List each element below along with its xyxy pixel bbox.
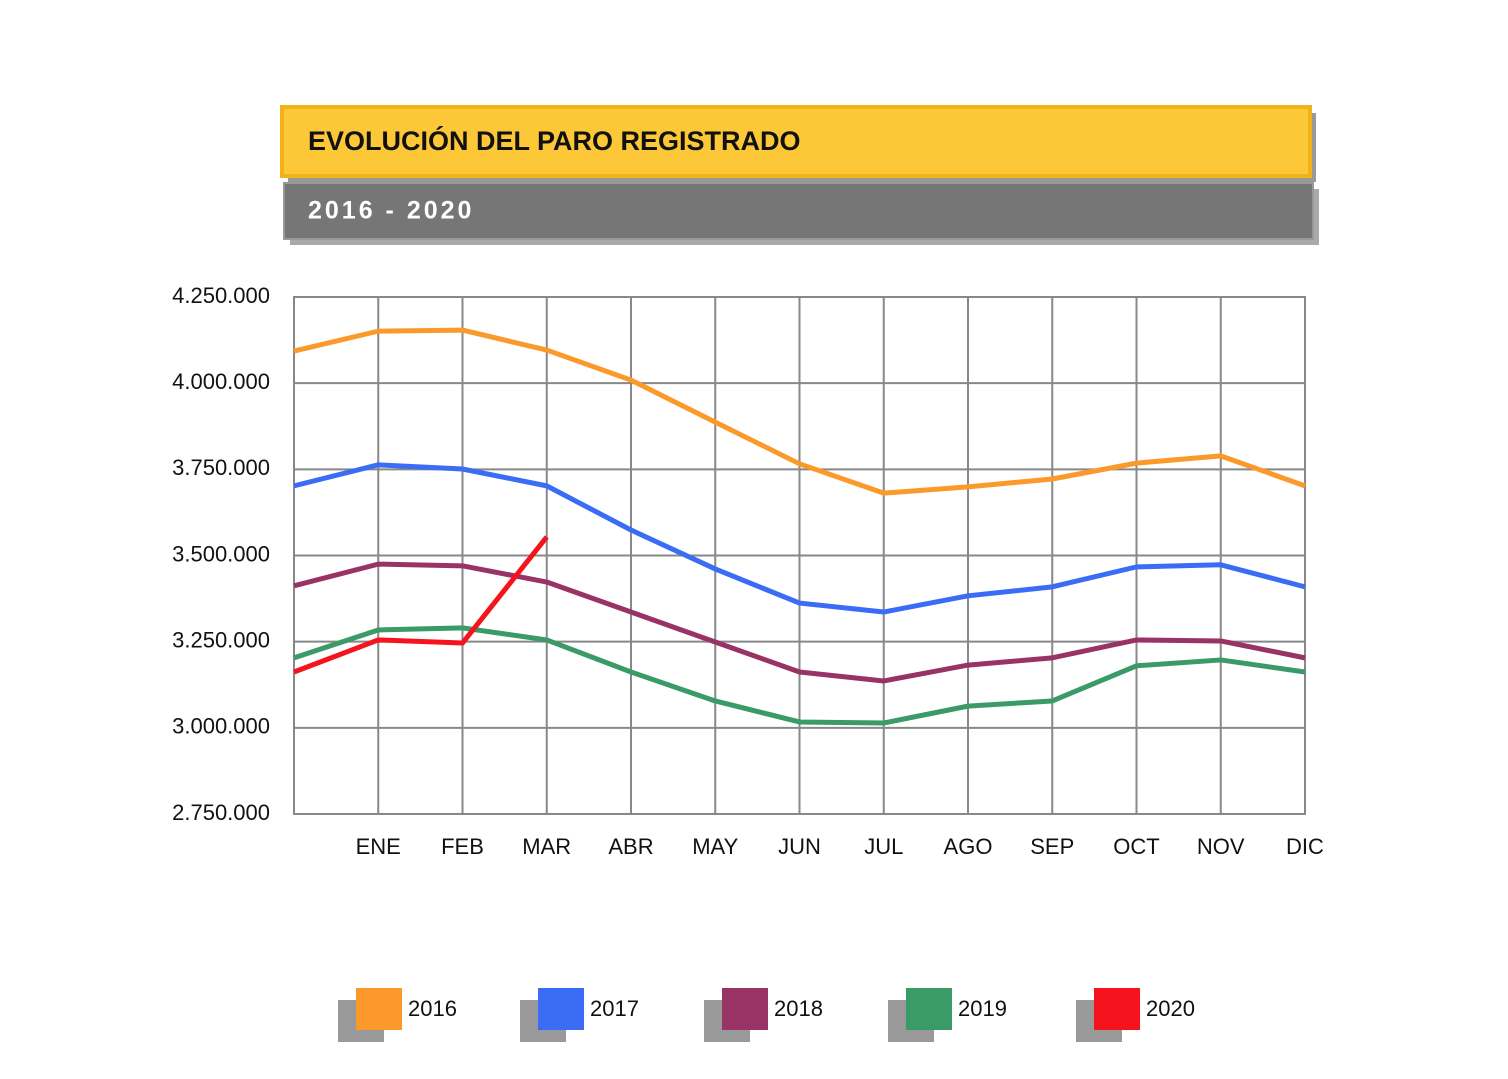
x-tick-label: FEB xyxy=(441,834,484,859)
y-tick-label: 3.500.000 xyxy=(172,541,270,566)
x-tick-label: NOV xyxy=(1197,834,1245,859)
chart-subtitle: 2016 - 2020 xyxy=(308,197,474,225)
series-line xyxy=(293,327,1306,496)
x-tick-label: JUN xyxy=(778,834,821,859)
series-line xyxy=(293,535,549,675)
y-tick-label: 3.750.000 xyxy=(172,455,270,480)
y-tick-label: 3.000.000 xyxy=(172,714,270,739)
legend-swatch xyxy=(722,988,768,1030)
legend-label: 2018 xyxy=(774,996,823,1021)
legend-swatch xyxy=(356,988,402,1030)
x-tick-label: ABR xyxy=(608,834,653,859)
x-tick-label: ENE xyxy=(356,834,401,859)
x-tick-label: SEP xyxy=(1030,834,1074,859)
x-tick-label: JUL xyxy=(864,834,903,859)
chart-title: EVOLUCIÓN DEL PARO REGISTRADO xyxy=(308,125,801,156)
series-line xyxy=(293,561,1306,684)
legend-swatch xyxy=(538,988,584,1030)
y-tick-label: 4.250.000 xyxy=(172,283,270,308)
x-tick-label: DIC xyxy=(1286,834,1324,859)
legend-label: 2016 xyxy=(408,996,457,1021)
y-tick-label: 3.250.000 xyxy=(172,627,270,652)
y-tick-label: 2.750.000 xyxy=(172,800,270,825)
y-tick-label: 4.000.000 xyxy=(172,369,270,394)
legend-swatch xyxy=(906,988,952,1030)
series-line xyxy=(293,625,1306,726)
legend-swatch xyxy=(1094,988,1140,1030)
title-box xyxy=(280,105,1312,178)
x-tick-label: MAY xyxy=(692,834,738,859)
legend-label: 2019 xyxy=(958,996,1007,1021)
legend-label: 2017 xyxy=(590,996,639,1021)
subtitle-box xyxy=(283,182,1314,240)
x-tick-label: AGO xyxy=(944,834,993,859)
x-tick-label: MAR xyxy=(522,834,571,859)
series-line xyxy=(293,462,1306,615)
legend-label: 2020 xyxy=(1146,996,1195,1021)
x-tick-label: OCT xyxy=(1113,834,1159,859)
